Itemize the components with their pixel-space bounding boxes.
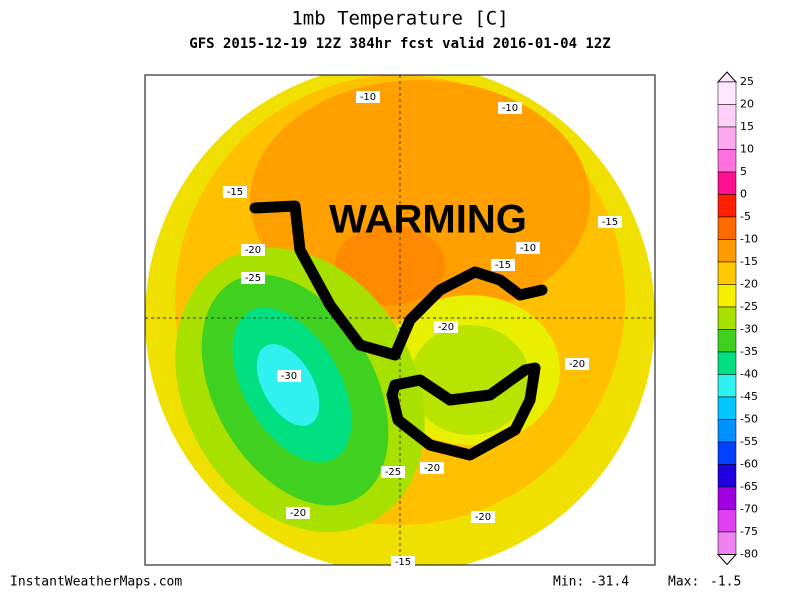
label-box: [471, 511, 495, 523]
colorbar-label: -75: [740, 525, 758, 538]
label-box: [391, 556, 415, 568]
colorbar-band: [717, 261, 737, 285]
contour-label: -15: [602, 217, 618, 228]
min-value: -31.4: [590, 575, 629, 590]
colorbar-label: -60: [740, 458, 758, 471]
colorbar-band: [717, 194, 737, 218]
drawn-loop: [386, 362, 541, 461]
colorbar-cap: [716, 71, 738, 83]
contour-label: -20: [438, 322, 454, 333]
contour-label: -20: [245, 245, 261, 256]
title: 1mb Temperature [C]: [291, 8, 508, 30]
colorbar-band: [717, 374, 737, 398]
contour-label: -10: [360, 92, 376, 103]
colorbar-label: -80: [740, 548, 758, 561]
colorbar-band: [717, 149, 737, 173]
colorbar-label: 20: [740, 98, 754, 111]
min-label: Min:: [553, 575, 584, 590]
colorbar-band: [717, 284, 737, 308]
contour-label: -15: [495, 260, 511, 271]
contour-label: -20: [569, 359, 585, 370]
cold-zone: [256, 344, 320, 426]
colorbar: 25 20 15 10 5 0 -5 -10 -15 -20 -25 -30 -35 -40 -45 -50 -…: [716, 71, 758, 566]
colorbar-band: [717, 396, 737, 420]
colorbar-label: -65: [740, 480, 758, 493]
colorbar-label: 0: [740, 188, 747, 201]
label-box: [277, 370, 301, 382]
label-box: [434, 321, 458, 333]
subtitle: GFS 2015-12-19 12Z 384hr fcst valid 2016…: [189, 36, 610, 52]
colorbar-label: 15: [740, 120, 754, 133]
label-box: [381, 466, 405, 478]
colorbar-label: -35: [740, 345, 758, 358]
label-box: [516, 242, 540, 254]
contour-label: -10: [520, 243, 536, 254]
colorbar-band: [717, 486, 737, 510]
colorbar-band: [717, 239, 737, 263]
colorbar-label: -55: [740, 435, 758, 448]
colorbar-label: -70: [740, 503, 758, 516]
label-box: [356, 91, 380, 103]
label-box: [241, 244, 265, 256]
colorbar-label: -10: [740, 233, 758, 246]
contour-label: -20: [290, 508, 306, 519]
footer-site: InstantWeatherMaps.com: [10, 575, 182, 590]
colorbar-band: [717, 531, 737, 555]
colorbar-band: [717, 351, 737, 375]
colorbar-label: -25: [740, 300, 758, 313]
label-box: [286, 507, 310, 519]
contour-label: -10: [502, 103, 518, 114]
colorbar-band: [717, 306, 737, 330]
contour-label: -25: [385, 467, 401, 478]
colorbar-cap: [716, 554, 738, 566]
colorbar-label: -5: [740, 210, 751, 223]
max-value: -1.5: [710, 575, 741, 590]
colorbar-label: -20: [740, 278, 758, 291]
annotation: WARMING: [329, 198, 527, 242]
colorbar-band: [717, 81, 737, 105]
label-box: [565, 358, 589, 370]
label-box: [420, 462, 444, 474]
colorbar-band: [717, 171, 737, 195]
contour-label: -25: [245, 273, 261, 284]
contour-label: -30: [281, 371, 297, 382]
colorbar-label: -15: [740, 255, 758, 268]
colorbar-band: [717, 329, 737, 353]
drawn-arrow: [249, 200, 548, 361]
temp-zone: [335, 225, 445, 305]
contour-labels: -10 -10 -15 -15 -10 -15 -20 -25 -20 -30 -20 -25 -20 -…: [223, 91, 622, 568]
label-box: [498, 102, 522, 114]
contour-label: -20: [475, 512, 491, 523]
colorbar-label: -40: [740, 368, 758, 381]
colorbar-band: [717, 441, 737, 465]
colorbar-band: [717, 419, 737, 443]
temp-zone: [410, 325, 530, 435]
colorbar-band: [717, 216, 737, 240]
colorbar-band: [717, 509, 737, 533]
map: [145, 75, 655, 565]
contour-label: -15: [227, 187, 243, 198]
colorbar-label: -45: [740, 390, 758, 403]
contour-label: -15: [395, 557, 411, 568]
colorbar-label: -30: [740, 323, 758, 336]
colorbar-label: -50: [740, 413, 758, 426]
colorbar-label: 25: [740, 75, 754, 88]
colorbar-band: [717, 464, 737, 488]
max-label: Max:: [668, 575, 699, 590]
colorbar-band: [717, 126, 737, 150]
label-box: [491, 259, 515, 271]
colorbar-label: 5: [740, 165, 747, 178]
label-box: [241, 272, 265, 284]
colorbar-band: [717, 104, 737, 128]
contour-label: -20: [424, 463, 440, 474]
label-box: [598, 216, 622, 228]
colorbar-label: 10: [740, 143, 754, 156]
label-box: [223, 186, 247, 198]
